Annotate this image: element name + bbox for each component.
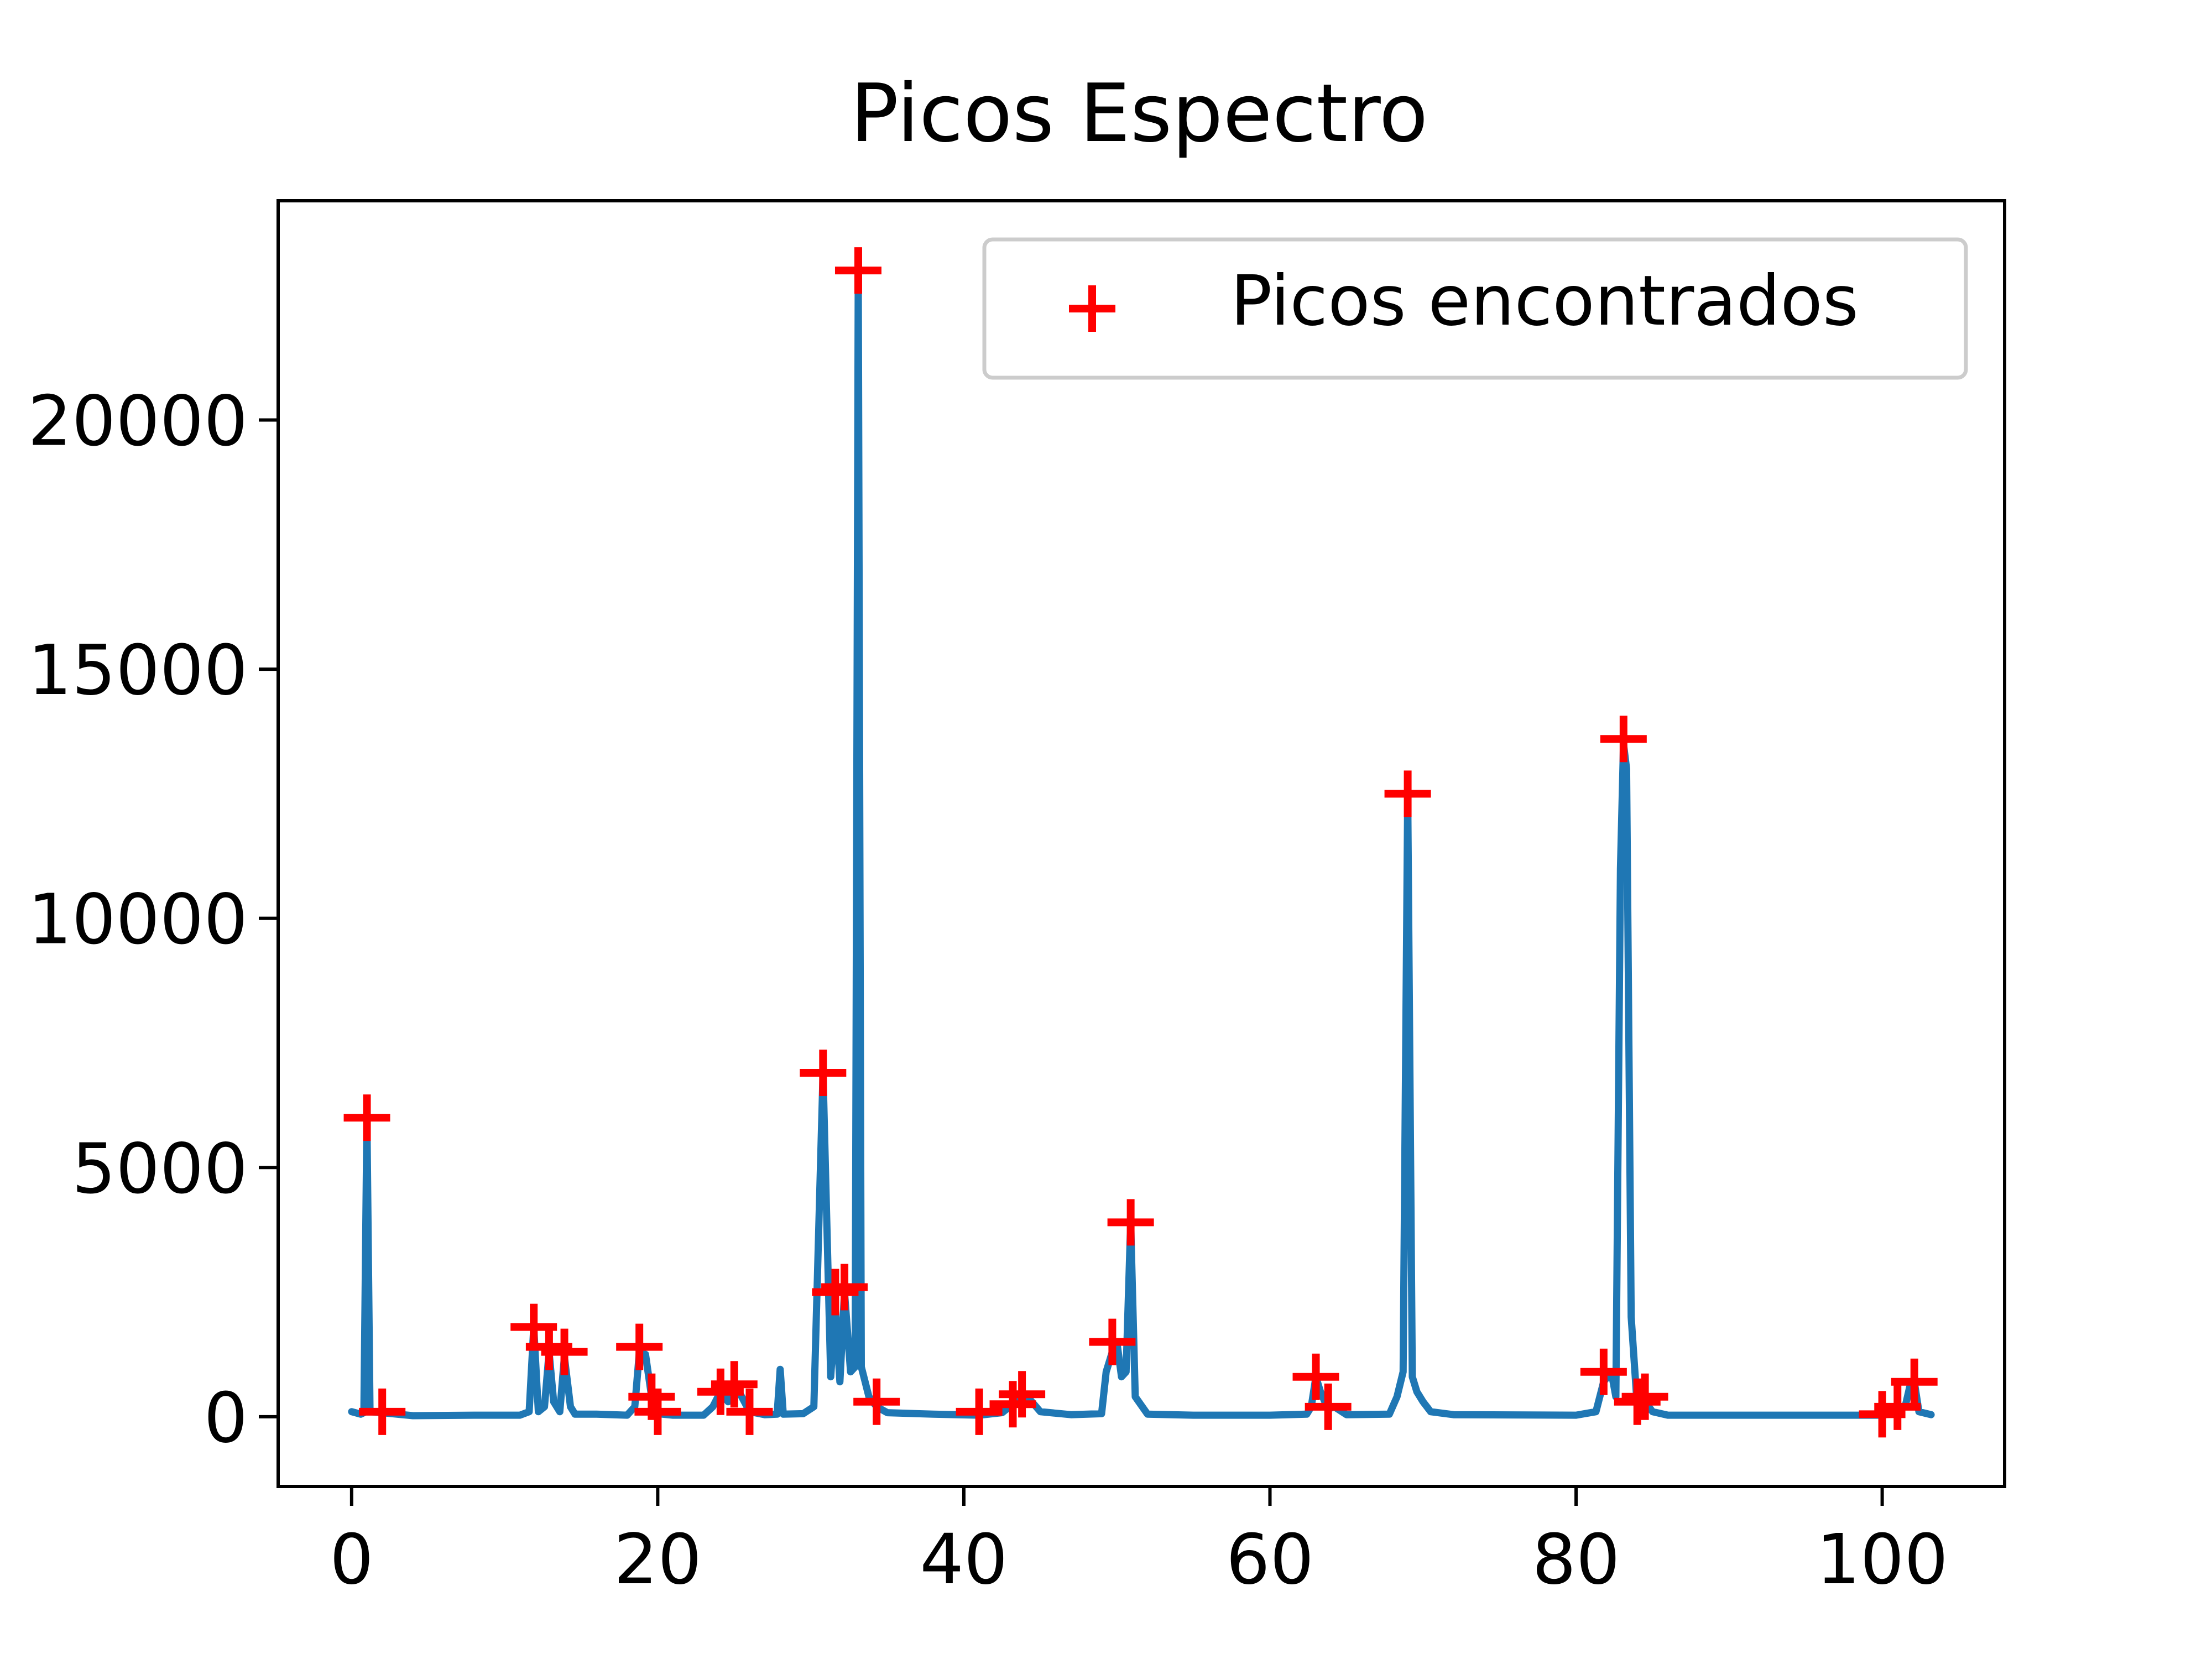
plot-background [278, 201, 2005, 1486]
peak-marker [541, 1328, 588, 1375]
peak-marker [1107, 1199, 1154, 1246]
legend-plus-icon [1069, 285, 1115, 332]
x-tick-label: 80 [1532, 1520, 1620, 1600]
peak-marker [1292, 1353, 1339, 1400]
peak-marker [956, 1388, 1003, 1435]
plot-frame [276, 199, 2006, 1488]
x-tick-label: 0 [330, 1520, 374, 1600]
peak-marker [989, 1381, 1036, 1428]
peak-marker [1580, 1348, 1627, 1395]
x-tick-label: 40 [920, 1520, 1008, 1600]
plot-series [343, 247, 1938, 1438]
legend: Picos encontrados [982, 237, 1968, 380]
y-tick-label: 15000 [28, 630, 248, 711]
peak-marker [1891, 1358, 1938, 1405]
peak-marker [343, 1094, 390, 1141]
peak-marker [616, 1323, 663, 1370]
y-tick-label: 0 [204, 1378, 248, 1458]
chart-title: Picos Espectro [851, 67, 1428, 160]
peak-marker [1089, 1318, 1136, 1365]
legend-label: Picos encontrados [1230, 261, 1859, 341]
x-axis: 0 20 40 60 80 100 [330, 1486, 1948, 1600]
peak-marker [999, 1371, 1046, 1418]
legend-box [982, 237, 1968, 380]
peak-marker [726, 1388, 773, 1435]
peak-marker [800, 1050, 847, 1097]
peak-marker [359, 1388, 406, 1435]
peak-marker [1305, 1383, 1352, 1430]
peak-marker [1874, 1383, 1921, 1430]
x-tick-label: 20 [614, 1520, 702, 1600]
legend-marker [1069, 285, 1115, 332]
peak-marker [634, 1388, 681, 1435]
x-tick-label: 100 [1816, 1520, 1948, 1600]
y-tick-label: 5000 [72, 1129, 248, 1209]
y-tick-label: 10000 [28, 880, 248, 960]
peak-marker [834, 247, 881, 294]
peak-marker [1600, 716, 1647, 763]
peak-marker [1384, 770, 1431, 817]
y-axis: 0 5000 10000 15000 20000 [28, 382, 278, 1458]
peak-marker [821, 1264, 868, 1311]
peak-marker [711, 1361, 758, 1408]
peak-marker [1614, 1378, 1661, 1425]
peak-marker [812, 1269, 859, 1316]
peak-marker [853, 1378, 900, 1425]
peak-marker [1621, 1373, 1668, 1420]
x-tick-label: 60 [1226, 1520, 1314, 1600]
y-tick-label: 20000 [28, 382, 248, 462]
